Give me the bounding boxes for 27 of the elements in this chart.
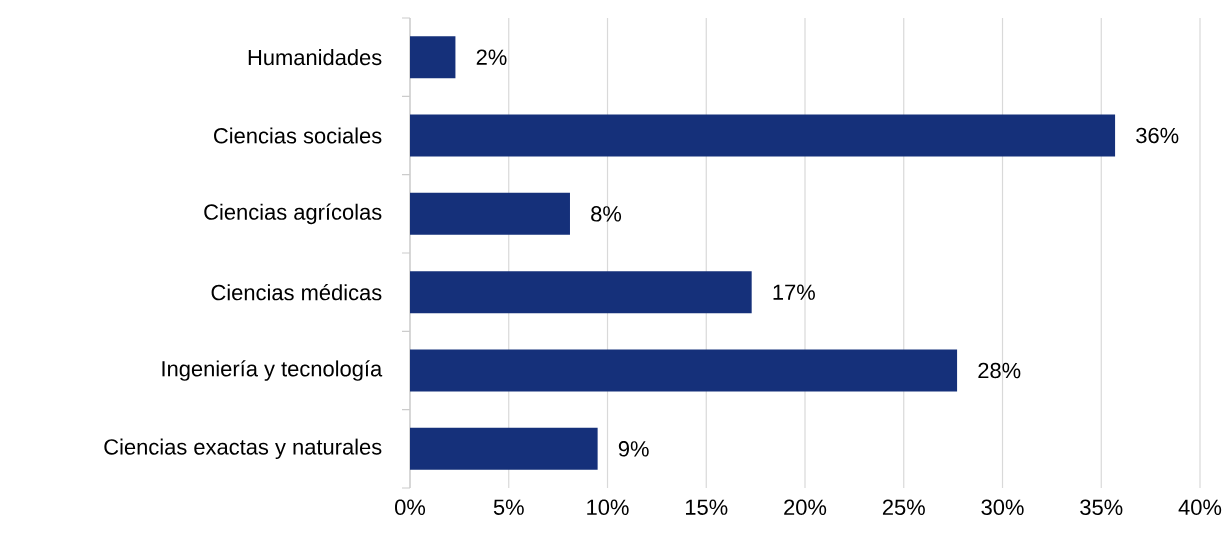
y-tick-label: Ciencias sociales	[214, 127, 382, 144]
bar	[410, 192, 570, 235]
bar	[410, 114, 1116, 157]
x-tick-label: 20%	[784, 499, 827, 516]
bar	[410, 349, 958, 392]
x-tick-label: 25%	[882, 499, 925, 516]
bar	[410, 36, 456, 79]
x-tick-label: 35%	[1080, 499, 1123, 516]
bar	[410, 427, 598, 470]
x-tick-label: 0%	[395, 499, 426, 516]
y-tick-label: Ingeniería y tecnología	[162, 360, 383, 381]
y-tick-label: Ciencias médicas	[211, 283, 382, 301]
x-tick-label: 15%	[685, 499, 728, 515]
y-tick-label: Ciencias exactas y naturales	[104, 438, 382, 460]
x-tick-label: 5%	[493, 499, 524, 515]
x-tick-label: 10%	[587, 499, 629, 516]
data-label: 2%	[476, 49, 507, 65]
data-label: 8%	[591, 206, 622, 222]
data-label: 28%	[978, 362, 1021, 379]
x-tick-label: 30%	[981, 499, 1024, 516]
y-tick-label: Humanidades	[248, 49, 382, 66]
data-label: 36%	[1136, 127, 1179, 144]
x-tick-label: 40%	[1178, 499, 1222, 516]
y-tick-label: Ciencias agrícolas	[204, 203, 382, 225]
data-label: 17%	[773, 284, 815, 300]
bar	[410, 271, 752, 314]
data-label: 9%	[618, 441, 649, 457]
